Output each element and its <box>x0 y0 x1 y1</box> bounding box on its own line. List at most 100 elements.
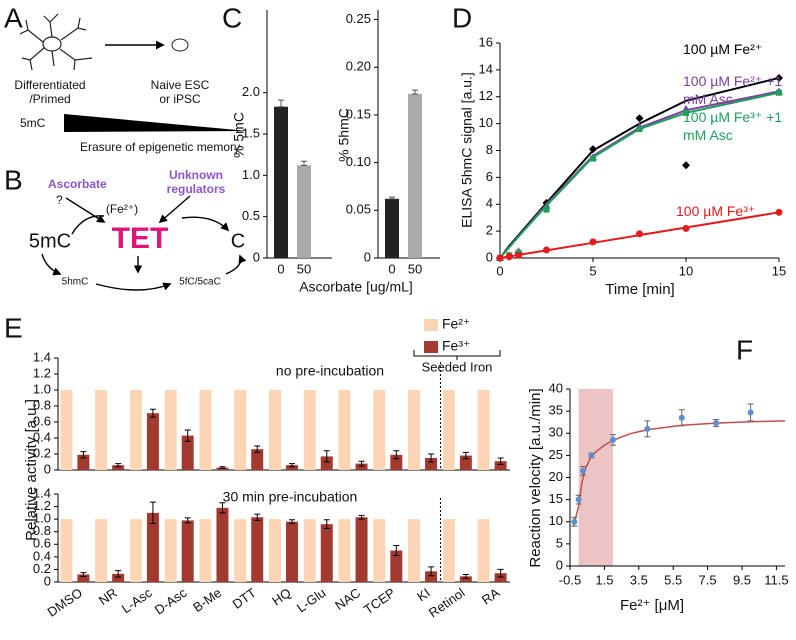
point <box>588 452 595 459</box>
bar <box>199 519 212 582</box>
bar <box>477 519 490 582</box>
y-tick-label: 0.15 <box>346 106 371 121</box>
bar <box>181 435 194 470</box>
x-tick-label: NR <box>96 585 120 608</box>
x-axis-label: Time [min] <box>605 281 674 298</box>
bar <box>146 413 159 470</box>
legend-swatch <box>424 341 438 353</box>
x-tick-label: 0 <box>496 263 503 278</box>
point <box>575 496 582 503</box>
bar <box>303 390 316 470</box>
bar <box>355 517 368 582</box>
y-tick-label: 5 <box>556 535 563 550</box>
x-tick-label: KI <box>414 585 433 604</box>
error-bar <box>149 501 156 525</box>
panel-label: A <box>4 2 23 33</box>
bar <box>338 519 351 582</box>
diagram-text: 5mC <box>29 230 71 252</box>
x-tick-label: TCEP <box>361 585 398 617</box>
x-tick-label: 15 <box>772 263 786 278</box>
legend-entry: 100 µM Fe³⁺ +1 mM Asc <box>683 109 783 143</box>
panel-label: E <box>4 312 23 343</box>
error-bar <box>254 445 261 453</box>
bar <box>320 456 333 470</box>
x-tick-label: 7.5 <box>699 572 717 587</box>
legend-swatch <box>424 319 438 331</box>
point <box>635 114 644 123</box>
x-tick-label: -0.5 <box>559 572 581 587</box>
y-tick-label: 0.4 <box>33 429 51 444</box>
y-tick-label: 8 <box>486 142 493 157</box>
y-tick-label: 12 <box>479 88 493 103</box>
legend-entry: 100 µM Fe²⁺ <box>683 41 763 57</box>
y-tick-label: 2.0 <box>242 84 260 99</box>
y-tick-label: 14 <box>479 61 493 76</box>
bar <box>112 465 125 470</box>
bar <box>320 524 333 582</box>
point <box>515 251 523 259</box>
error-bar <box>289 463 295 468</box>
cell-icon <box>171 38 189 52</box>
point <box>682 161 690 170</box>
bar <box>95 390 108 470</box>
x-tick-label: NAC <box>332 585 363 613</box>
point <box>678 414 685 421</box>
error-bar <box>115 570 122 578</box>
x-tick-label: 11.5 <box>764 572 788 587</box>
point <box>682 224 690 232</box>
bar <box>164 519 177 582</box>
point <box>776 89 782 96</box>
error-bar <box>393 545 400 557</box>
fit-line <box>499 91 780 259</box>
y-tick-label: 1.0 <box>33 381 51 396</box>
point <box>590 155 596 162</box>
x-tick-label: D-Asc <box>152 585 190 618</box>
point <box>543 246 550 254</box>
point <box>589 238 597 246</box>
error-bar <box>115 463 122 468</box>
y-tick-label: 0.5 <box>242 208 260 223</box>
y-tick-label: 30 <box>549 425 563 440</box>
y-tick-label: 0.2 <box>33 445 51 460</box>
point <box>610 436 616 443</box>
error-bar <box>358 460 365 467</box>
error-bar <box>389 196 395 200</box>
y-tick-label: 0.20 <box>346 59 371 74</box>
error-bar <box>323 519 330 530</box>
y-tick-label: 0.2 <box>33 561 51 576</box>
panel-label: D <box>452 2 472 33</box>
y-tick-label: 10 <box>479 115 493 130</box>
bar <box>303 519 316 582</box>
diagram-text: 5mC <box>20 116 46 130</box>
point <box>496 254 504 262</box>
point <box>505 253 513 261</box>
bar <box>216 507 229 582</box>
diagram-text: Ascorbate <box>48 177 107 191</box>
bar <box>338 390 351 470</box>
y-tick-label: 35 <box>549 403 563 418</box>
y-tick-label: 0 <box>486 249 493 264</box>
bar <box>199 390 212 470</box>
point <box>636 126 643 132</box>
bar <box>442 390 455 470</box>
y-tick-label: 0.05 <box>346 202 371 217</box>
point <box>589 145 597 154</box>
bar <box>60 519 73 582</box>
y-tick-label: 0.6 <box>33 536 51 551</box>
y-tick-label: 0 <box>556 557 563 572</box>
bar <box>442 519 455 582</box>
bar <box>385 198 399 258</box>
x-tick-label: 0 <box>388 261 395 276</box>
error-bar <box>219 502 226 514</box>
bar <box>286 521 298 582</box>
x-tick-label: RA <box>479 585 503 608</box>
bar <box>286 465 298 470</box>
y-axis-label: % 5mC <box>231 112 247 158</box>
error-bar <box>428 453 435 463</box>
error-bar <box>278 99 284 108</box>
y-tick-label: 15 <box>549 491 563 506</box>
bar <box>129 519 142 582</box>
bar <box>112 573 125 582</box>
